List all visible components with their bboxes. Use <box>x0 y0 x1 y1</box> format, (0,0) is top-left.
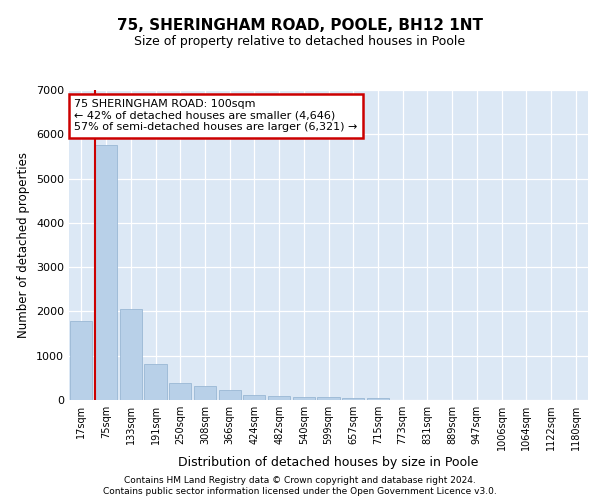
Bar <box>119 309 142 400</box>
Bar <box>342 398 364 400</box>
Text: 75, SHERINGHAM ROAD, POOLE, BH12 1NT: 75, SHERINGHAM ROAD, POOLE, BH12 1NT <box>117 18 483 32</box>
Bar <box>243 394 265 400</box>
Text: Contains public sector information licensed under the Open Government Licence v3: Contains public sector information licen… <box>103 488 497 496</box>
Text: Size of property relative to detached houses in Poole: Size of property relative to detached ho… <box>134 35 466 48</box>
Bar <box>95 146 117 400</box>
Bar <box>293 396 315 400</box>
Text: Contains HM Land Registry data © Crown copyright and database right 2024.: Contains HM Land Registry data © Crown c… <box>124 476 476 485</box>
Bar <box>145 364 167 400</box>
Bar <box>268 396 290 400</box>
Y-axis label: Number of detached properties: Number of detached properties <box>17 152 31 338</box>
Bar <box>194 386 216 400</box>
Bar <box>218 390 241 400</box>
X-axis label: Distribution of detached houses by size in Poole: Distribution of detached houses by size … <box>178 456 479 469</box>
Bar <box>70 321 92 400</box>
Bar <box>367 398 389 400</box>
Bar <box>317 397 340 400</box>
Text: 75 SHERINGHAM ROAD: 100sqm
← 42% of detached houses are smaller (4,646)
57% of s: 75 SHERINGHAM ROAD: 100sqm ← 42% of deta… <box>74 100 358 132</box>
Bar <box>169 383 191 400</box>
